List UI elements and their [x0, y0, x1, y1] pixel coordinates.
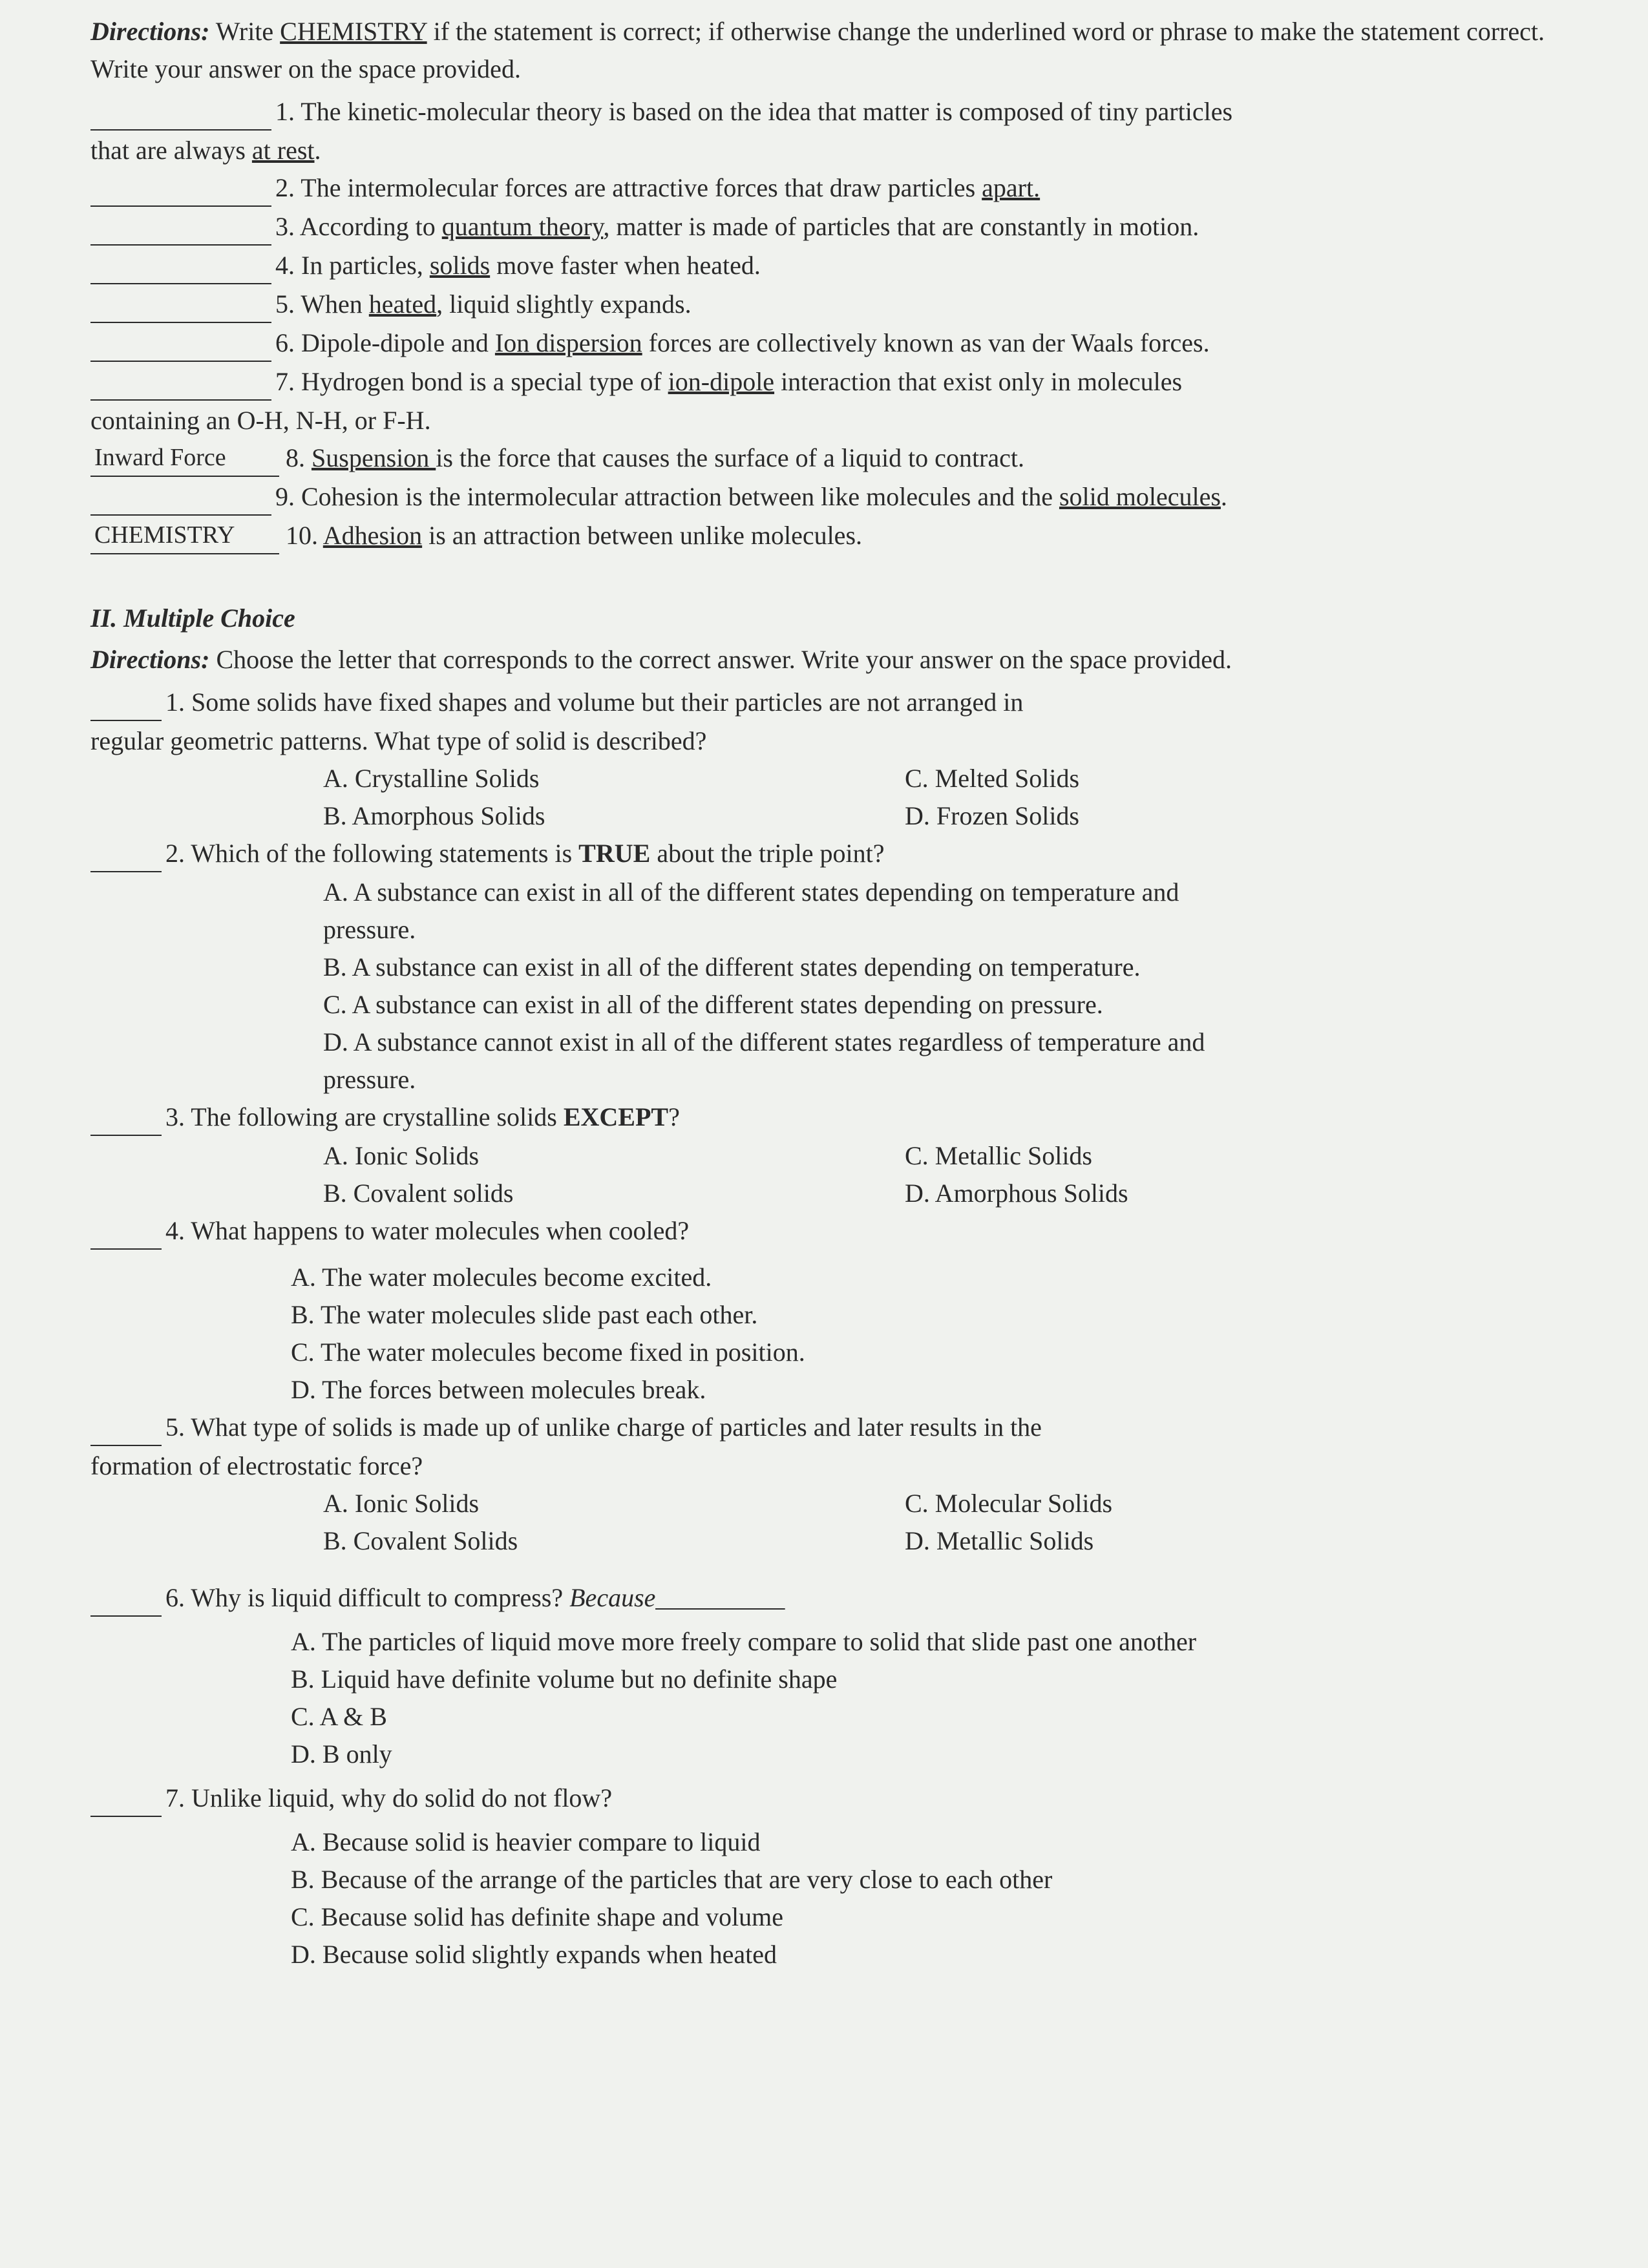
- tf-item-9: 9. Cohesion is the intermolecular attrac…: [90, 478, 1570, 516]
- answer-blank[interactable]: [90, 216, 271, 246]
- directions-label-1: Directions:: [90, 17, 209, 46]
- tf-item-7: 7. Hydrogen bond is a special type of io…: [90, 363, 1570, 401]
- answer-blank[interactable]: [90, 1220, 162, 1250]
- mc-question-1: 1. Some solids have fixed shapes and vol…: [90, 684, 1570, 721]
- mc-question-4: 4. What happens to water molecules when …: [90, 1212, 1570, 1250]
- answer-blank[interactable]: [90, 691, 162, 721]
- answer-blank[interactable]: [90, 486, 271, 516]
- mc-options-5: A. Ionic SolidsC. Molecular Solids B. Co…: [90, 1485, 1570, 1560]
- tf-item-2: 2. The intermolecular forces are attract…: [90, 169, 1570, 207]
- mc-question-2: 2. Which of the following statements is …: [90, 835, 1570, 872]
- mc-options-6: A. The particles of liquid move more fre…: [90, 1623, 1570, 1773]
- mc-question-5: 5. What type of solids is made up of unl…: [90, 1409, 1570, 1446]
- answer-blank[interactable]: [90, 1587, 162, 1617]
- part2-header: II. Multiple Choice: [90, 600, 1570, 637]
- tf-item-5: 5. When heated, liquid slightly expands.: [90, 286, 1570, 323]
- tf-item-1-cont: that are always at rest.: [90, 132, 1570, 169]
- mc-question-6: 6. Why is liquid difficult to compress? …: [90, 1579, 1570, 1617]
- answer-blank[interactable]: [90, 371, 271, 401]
- answer-blank[interactable]: [90, 293, 271, 323]
- answer-blank[interactable]: [90, 332, 271, 362]
- answer-blank[interactable]: [90, 1416, 162, 1446]
- tf-item-6: 6. Dipole-dipole and Ion dispersion forc…: [90, 324, 1570, 362]
- part1-directions: Directions: Write CHEMISTRY if the state…: [90, 13, 1570, 88]
- tf-item-10: CHEMISTRY 10. Adhesion is an attraction …: [90, 517, 1570, 554]
- tf-item-3: 3. According to quantum theory, matter i…: [90, 208, 1570, 246]
- mc-options-4: A. The water molecules become excited. B…: [90, 1259, 1570, 1409]
- mc-options-3: A. Ionic SolidsC. Metallic Solids B. Cov…: [90, 1137, 1570, 1212]
- mc-question-7: 7. Unlike liquid, why do solid do not fl…: [90, 1780, 1570, 1817]
- mc-options-2: A. A substance can exist in all of the d…: [90, 874, 1570, 1098]
- directions-label-2: Directions:: [90, 645, 209, 674]
- answer-blank[interactable]: [90, 255, 271, 284]
- answer-blank[interactable]: [90, 1106, 162, 1136]
- mc-question-3: 3. The following are crystalline solids …: [90, 1098, 1570, 1136]
- tf-item-1: 1. The kinetic-molecular theory is based…: [90, 93, 1570, 131]
- part2-directions: Directions: Choose the letter that corre…: [90, 641, 1570, 678]
- answer-blank[interactable]: [90, 843, 162, 872]
- mc-options-1: A. Crystalline SolidsC. Melted Solids B.…: [90, 760, 1570, 835]
- answer-filled[interactable]: Inward Force: [90, 440, 279, 477]
- tf-item-8: Inward Force 8. Suspension is the force …: [90, 439, 1570, 477]
- answer-filled[interactable]: CHEMISTRY: [90, 518, 279, 554]
- answer-blank[interactable]: [90, 101, 271, 131]
- mc-options-7: A. Because solid is heavier compare to l…: [90, 1823, 1570, 1973]
- tf-item-7-cont: containing an O-H, N-H, or F-H.: [90, 402, 1570, 439]
- answer-blank[interactable]: [90, 177, 271, 207]
- tf-item-4: 4. In particles, solids move faster when…: [90, 247, 1570, 284]
- answer-blank[interactable]: [90, 1787, 162, 1817]
